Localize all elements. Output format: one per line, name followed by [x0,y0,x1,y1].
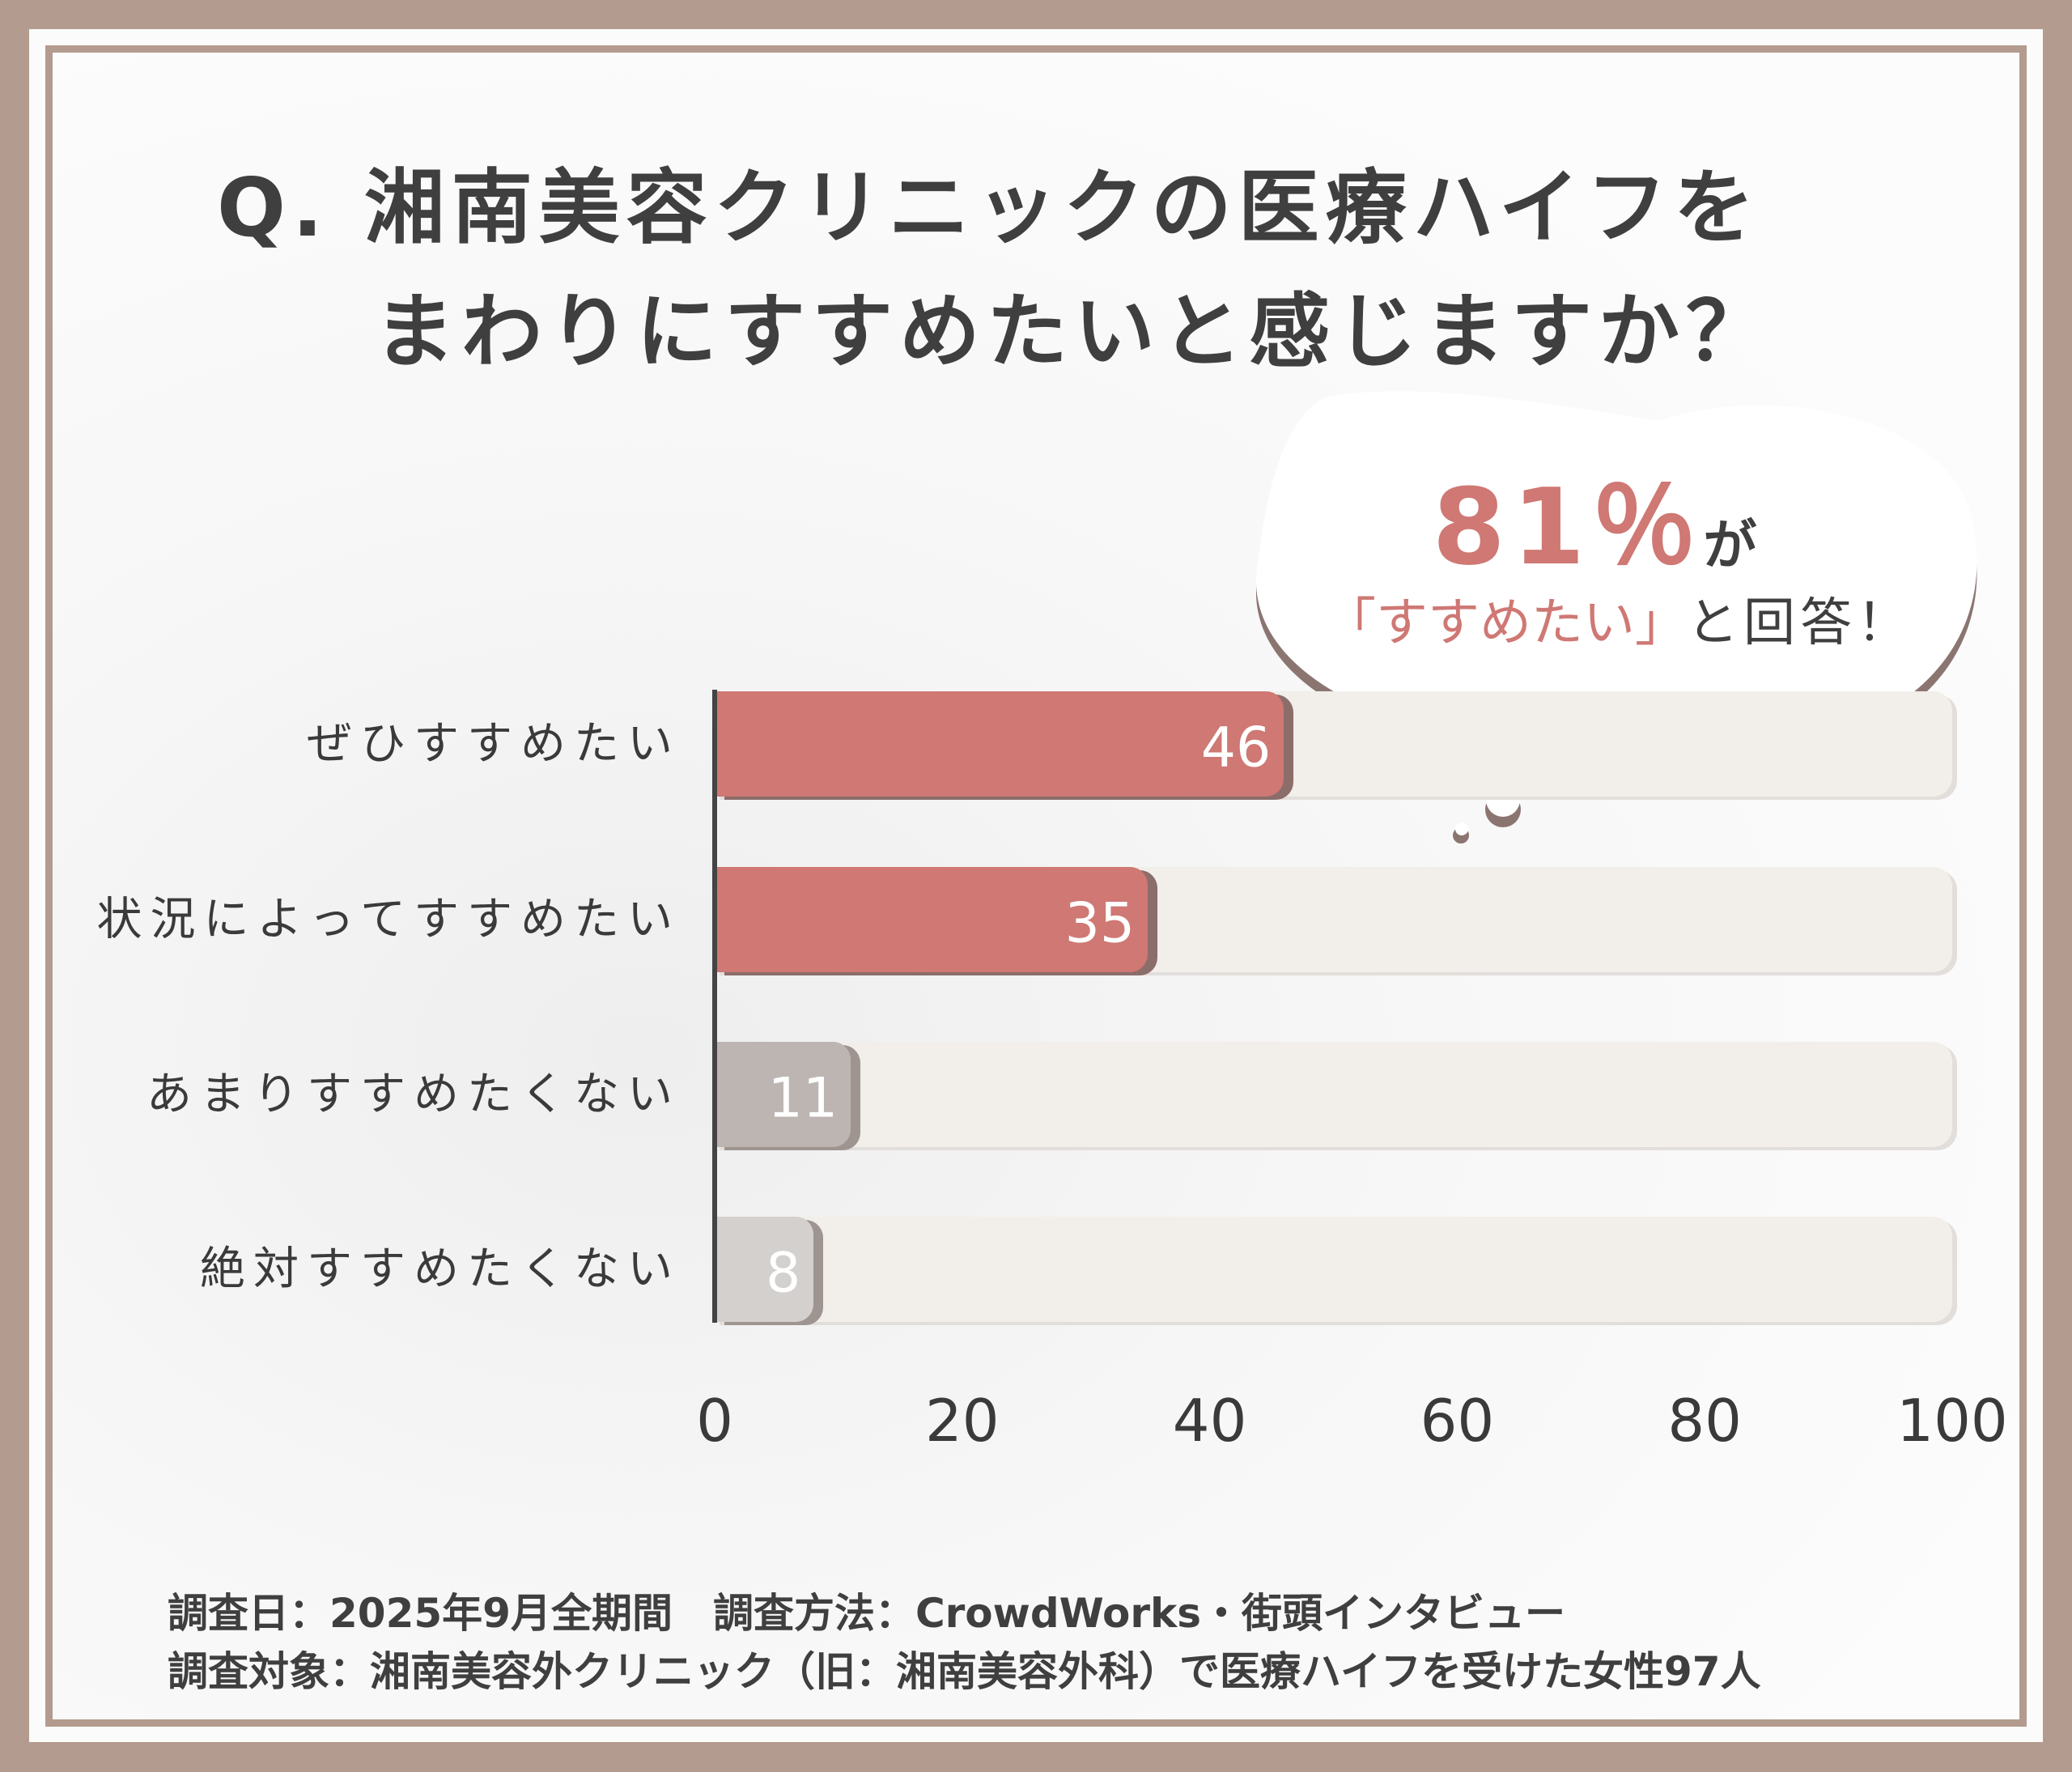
bar-track [715,1217,1952,1322]
bar [715,1042,851,1147]
x-tick-label: 80 [1667,1387,1742,1455]
title-line-1: Q. 湘南美容クリニックの医療ハイフを [217,160,1761,255]
callout-headline: 81％が [1433,442,1757,594]
thought-dot-small [1455,822,1468,835]
category-label: ぜひすすめたい [307,717,681,771]
bar-value-label: 35 [1064,891,1136,956]
bar-value-label: 8 [766,1241,801,1306]
callout-subline: 「すすめたい」と回答！ [1324,581,1913,656]
callout-quote: 「すすめたい」 [1324,593,1687,653]
footer-survey-target: 調査対象：湘南美容外クリニック（旧：湘南美容外科）で医療ハイフを受けた女性97人 [168,1648,1761,1695]
bar [715,691,1284,797]
bar [715,1217,814,1322]
category-label: あまりすすめたくない [146,1068,681,1121]
bar-value-label: 11 [767,1066,839,1131]
footer-survey-info: 調査日：2025年9月全期間 調査方法：CrowdWorks・街頭インタビュー [168,1590,1566,1637]
callout-percent: 81％ [1432,465,1704,589]
speech-bubble-body [1255,391,1977,766]
category-label: 絶対すすめたくない [200,1243,681,1296]
x-tick-label: 60 [1420,1387,1495,1455]
y-axis-line [712,690,717,1323]
category-label: 状況によってすすめたい [96,893,681,946]
callout-tail: と回答！ [1687,593,1913,653]
x-tick-label: 100 [1896,1387,2008,1455]
x-tick-label: 0 [696,1387,733,1455]
x-tick-label: 40 [1172,1387,1247,1455]
bar-track [715,1042,1952,1147]
title-line-2: まわりにすすめたいと感じますか？ [374,284,1773,379]
callout-suffix: が [1703,514,1757,576]
bar-value-label: 46 [1200,716,1272,780]
x-tick-label: 20 [924,1387,1000,1455]
bar [715,867,1149,972]
